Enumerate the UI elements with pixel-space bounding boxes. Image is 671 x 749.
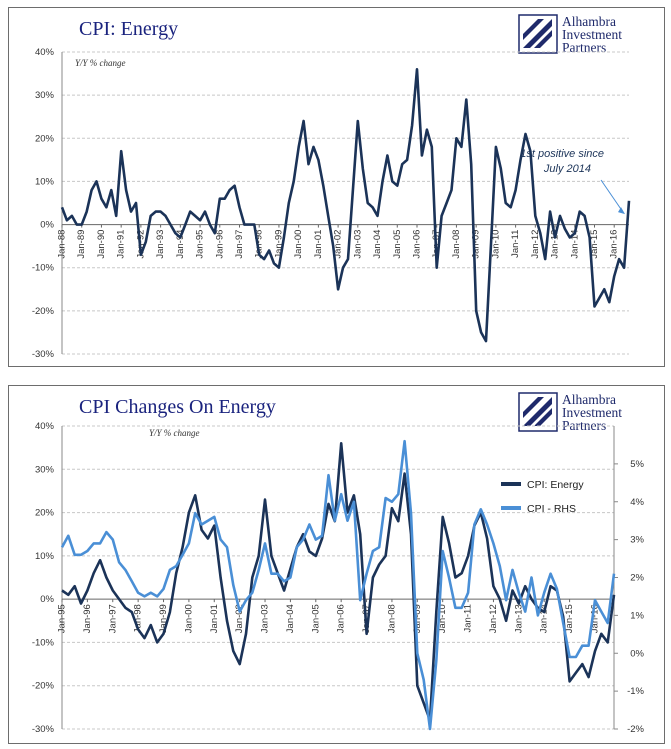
y-tick-label: -10%: [32, 263, 55, 274]
x-tick-label: Jan-12: [530, 230, 541, 259]
y-tick-label-right: 4%: [630, 497, 644, 508]
x-tick-label: Jan-16: [589, 604, 600, 633]
y-tick-label-right: 3%: [630, 535, 644, 546]
annotation-text-line-1: 1st positive since: [520, 148, 604, 160]
x-tick-label: Jan-95: [57, 604, 68, 633]
x-tick-label: Jan-15: [589, 230, 600, 259]
y-tick-label: -30%: [32, 349, 55, 360]
y-tick-label-right: 0%: [630, 648, 644, 659]
x-tick-label: Jan-13: [513, 604, 524, 633]
brand-mark-icon: [518, 392, 558, 432]
x-tick-label: Jan-11: [463, 604, 474, 632]
x-tick-label: Jan-05: [392, 230, 403, 259]
x-tick-label: Jan-10: [490, 230, 501, 259]
y-tick-label: 10%: [35, 176, 55, 187]
x-tick-label: Jan-14: [539, 604, 550, 633]
x-tick-label: Jan-90: [96, 230, 107, 259]
y-tick-label-right: 5%: [630, 459, 644, 470]
y-tick-label: -20%: [32, 306, 55, 317]
chart-title: CPI Changes On Energy: [79, 396, 276, 418]
x-tick-label: Jan-03: [352, 230, 363, 259]
chart-panel-cpi-energy: CPI: Energy Alhambra Investment Partners…: [8, 7, 665, 367]
x-tick-label: Jan-01: [313, 230, 324, 259]
x-tick-label: Jan-14: [569, 230, 580, 259]
series-line-cpi-energy: [60, 68, 631, 343]
x-tick-label: Jan-00: [293, 230, 304, 259]
y-tick-label: -10%: [32, 637, 55, 648]
y-tick-label-right: 1%: [630, 610, 644, 621]
brand-logo: Alhambra Investment Partners: [518, 392, 646, 438]
x-tick-label: Jan-01: [209, 604, 220, 633]
x-tick-label: Jan-03: [260, 604, 271, 633]
chart-title: CPI: Energy: [79, 18, 179, 40]
y-tick-label: 20%: [35, 133, 55, 144]
x-tick-label: Jan-16: [609, 230, 620, 259]
annotation-arrow: [600, 179, 624, 213]
y-tick-label-right: 2%: [630, 573, 644, 584]
x-tick-label: Jan-99: [273, 230, 284, 259]
x-tick-label: Jan-02: [234, 604, 245, 633]
x-tick-label: Jan-97: [107, 604, 118, 633]
y-tick-label-right: -1%: [627, 686, 644, 697]
x-tick-label: Jan-98: [254, 230, 265, 259]
y-tick-label-right: -2%: [627, 724, 644, 735]
brand-line-3: Partners: [562, 40, 607, 55]
x-tick-label: Jan-95: [195, 230, 206, 259]
annotation-text-line-2: July 2014: [543, 163, 591, 175]
x-tick-label: Jan-96: [214, 230, 225, 259]
x-tick-label: Jan-94: [175, 230, 186, 259]
x-tick-label: Jan-12: [488, 604, 499, 633]
y-tick-label: 20%: [35, 508, 55, 519]
x-tick-label: Jan-10: [437, 604, 448, 633]
annotation-arrow-head: [618, 207, 626, 215]
x-tick-label: Jan-11: [510, 230, 521, 258]
x-tick-label: Jan-98: [133, 604, 144, 633]
x-tick-label: Jan-00: [183, 604, 194, 633]
chart-cpi-changes: 40% 30% 20% 10% 0% -10% -20% -30% 5% 4% 3% 2% 1% 0% -1…: [32, 421, 645, 735]
x-tick-label: Jan-09: [471, 230, 482, 259]
y-tick-label: 30%: [35, 90, 55, 101]
legend-label: CPI: Energy: [527, 479, 584, 491]
chart-panel-cpi-changes: CPI Changes On Energy Alhambra Investmen…: [8, 385, 665, 744]
x-tick-label: Jan-13: [550, 230, 561, 259]
y-tick-label: -30%: [32, 724, 55, 735]
brand-line-2: Investment: [562, 405, 622, 420]
y-tick-label: 40%: [35, 421, 55, 432]
x-tick-label: Jan-09: [412, 604, 423, 633]
brand-line-1: Alhambra: [562, 14, 616, 29]
brand-line-1: Alhambra: [562, 392, 616, 407]
x-tick-label: Jan-88: [57, 230, 68, 259]
x-tick-label: Jan-04: [285, 604, 296, 633]
y-axis-label: Y/Y % change: [149, 428, 200, 438]
y-tick-label: 0%: [40, 594, 54, 605]
y-tick-label: 10%: [35, 551, 55, 562]
x-tick-label: Jan-06: [412, 230, 423, 259]
series-line-cpi-rhs: [60, 439, 616, 731]
brand-mark-icon: [518, 14, 558, 54]
x-tick-label: Jan-99: [158, 604, 169, 633]
y-axis-label: Y/Y % change: [75, 58, 126, 68]
y-tick-label: 40%: [35, 47, 55, 58]
brand-logo: Alhambra Investment Partners: [518, 14, 646, 60]
x-tick-label: Jan-05: [310, 604, 321, 633]
legend-label: CPI - RHS: [527, 503, 576, 515]
x-tick-label: Jan-08: [386, 604, 397, 633]
x-tick-label: Jan-02: [333, 230, 344, 259]
x-tick-label: Jan-06: [336, 604, 347, 633]
brand-line-2: Investment: [562, 27, 622, 42]
x-tick-label: Jan-08: [451, 230, 462, 259]
y-tick-label: 30%: [35, 464, 55, 475]
y-tick-label: -20%: [32, 681, 55, 692]
chart-cpi-energy: 40% 30% 20% 10% 0% -10% -20% -30% Jan-88 Jan-89 Ja…: [32, 47, 631, 360]
brand-name: Alhambra Investment Partners: [562, 14, 622, 55]
x-tick-label: Jan-15: [564, 604, 575, 633]
x-tick-label: Jan-91: [116, 230, 127, 259]
x-tick-label: Jan-96: [82, 604, 93, 633]
x-tick-label: Jan-93: [155, 230, 166, 259]
y-tick-label: 0%: [40, 220, 54, 231]
series-line-cpi-energy: [61, 442, 616, 722]
x-tick-label: Jan-89: [76, 230, 87, 259]
x-tick-label: Jan-97: [234, 230, 245, 259]
x-tick-label: Jan-04: [372, 230, 383, 259]
